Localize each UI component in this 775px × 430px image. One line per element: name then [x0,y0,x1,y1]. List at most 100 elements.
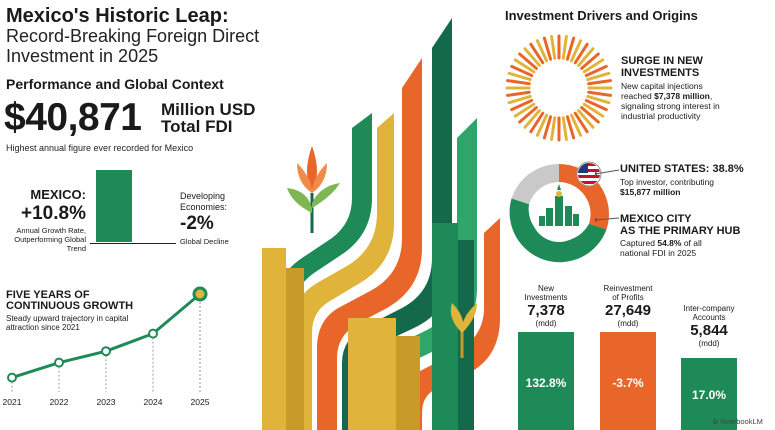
surge-desc-line-3: signaling strong interest in [621,101,720,111]
cdmx-desc: Captured 54.8% of all national FDI in 20… [620,238,770,258]
breakdown-bar [600,332,656,430]
developing-label: Developing Economies: [180,191,228,212]
breakdown-label-line-2: Investments [524,293,568,302]
sunburst-ray [513,102,536,118]
us-amount: $15,877 million [620,187,681,197]
sunburst-ray [507,94,532,105]
sunburst-ray [510,64,534,78]
sunburst-ray [565,115,576,140]
cdmx-title-line-2: AS THE PRIMARY HUB [620,225,741,237]
sunburst-ray [506,79,531,86]
brand-icon: ⊚ [712,417,721,426]
breakdown-change: -3.7% [612,376,644,390]
us-title: UNITED STATES: 38.8% [620,163,744,175]
sunburst-ray [535,113,549,137]
sunburst-ray [577,47,595,67]
title-line-3: Investment in 2025 [6,46,159,66]
cdmx-title: MEXICO CITY AS THE PRIMARY HUB [620,213,770,237]
sunburst-ray [542,115,553,140]
sunburst-ray [577,109,595,129]
trajectory-desc: Steady upward trajectory in capital attr… [6,314,129,332]
surge-desc-line-1: New capital injections [621,81,703,91]
surge-desc-part-a: reached [621,91,655,101]
donut-us-segment [559,164,609,230]
pointer-lines [595,169,620,222]
trajectory-title-line-2: CONTINUOUS GROWTH [6,300,134,312]
sunburst-ray [510,98,534,112]
cdmx-desc-part-c: of all [681,238,702,248]
trajectory-point [101,346,111,357]
city-skyline-icon [539,184,579,226]
surge-title-line-1: SURGE IN NEW [621,55,703,67]
developing-value: -2% [180,213,214,234]
origin-donut-chart [509,161,609,263]
trajectory-year-label: 2023 [96,397,116,407]
sprout-icon [287,146,340,233]
title-line-1: Mexico's Historic Leap: [6,5,229,27]
total-fdi-note: Highest annual figure ever recorded for … [6,143,194,153]
donut-other-segment [511,164,559,205]
sunburst-ray [529,42,545,65]
breakdown-value: 27,649 [605,302,651,319]
total-fdi-value: $40,871 [4,96,142,139]
breakdown-label-line-1: Reinvestment [603,284,653,293]
performance-heading: Performance and Global Context [6,76,224,92]
page-title: Mexico's Historic Leap: Record-Breaking … [6,6,296,66]
breakdown-unit: (mdd) [535,319,557,328]
developing-desc: Global Decline [180,237,229,246]
surge-desc-line-4: industrial productivity [621,111,701,121]
sunburst-ray [582,102,605,118]
breakdown-item-intercompany: Inter-company Accounts 5,844 (mdd) 17.0% [681,300,737,430]
drivers-heading: Investment Drivers and Origins [505,8,698,23]
sunburst-ray [569,113,583,137]
growth-illustration [262,18,500,430]
sunburst-ray [561,35,568,60]
breakdown-label-line-2: Accounts [692,313,726,322]
brand-watermark: ⊚ NotebookLM [712,417,763,426]
sunburst-ray [584,64,608,78]
trajectory-point [54,357,64,368]
cdmx-share: 54.8% [657,238,682,248]
sunburst-ray [561,116,568,141]
us-flag-icon [576,161,602,187]
surge-title: SURGE IN NEW INVESTMENTS [621,55,771,79]
sunburst-ray [586,71,611,82]
trajectory-title: FIVE YEARS OF CONTINUOUS GROWTH [6,290,156,312]
sunburst-ray [550,35,557,60]
sunburst-ray [584,98,608,112]
sunburst-ray [573,42,589,65]
breakdown-label: Reinvestment of Profits [594,284,662,302]
sunburst-ray [506,90,531,97]
breakdown-item-new-investments: New Investments 7,378 (mdd) 132.8% [518,280,574,430]
sunburst-ray [565,36,576,61]
breakdown-unit: (mdd) [698,339,720,348]
mexico-growth-bar [96,170,132,242]
surge-desc-part-c: , [709,91,713,101]
sunburst-ray [573,111,589,134]
surge-desc-line-2: reached $7,378 million, [621,91,771,101]
trajectory-year-label: 2022 [49,397,69,407]
total-unit-line-1: Million USD [161,100,256,119]
donut-cdmx-segment [509,198,607,263]
breakdown-label-line-1: Inter-company [683,304,735,313]
trajectory-point [7,372,17,383]
sunburst-ray [569,39,583,63]
sunburst-ray [580,106,600,124]
breakdown-item-reinvestment: Reinvestment of Profits 27,649 (mdd) -3.… [600,280,656,430]
cdmx-desc-line-2: national FDI in 2025 [620,248,697,258]
sunburst-ray [587,90,612,97]
cdmx-title-line-1: MEXICO CITY [620,213,692,225]
breakdown-label: Inter-company Accounts [673,304,745,322]
trajectory-year-label: 2025 [190,397,210,407]
sunburst-ray [529,111,545,134]
sunburst-ray [523,47,541,67]
total-fdi-unit: Million USD Total FDI [161,101,271,135]
sunburst-ray [523,109,541,129]
sunburst-icon [505,34,613,142]
sunburst-ray [550,116,557,141]
surge-amount: $7,378 million [654,91,710,101]
total-unit-line-2: Total FDI [161,117,233,136]
surge-title-line-2: INVESTMENTS [621,67,700,79]
mexico-growth-desc: Annual Growth Rate, Outperforming Global… [14,226,86,253]
us-desc-line-1: Top investor, contributing [620,177,715,187]
